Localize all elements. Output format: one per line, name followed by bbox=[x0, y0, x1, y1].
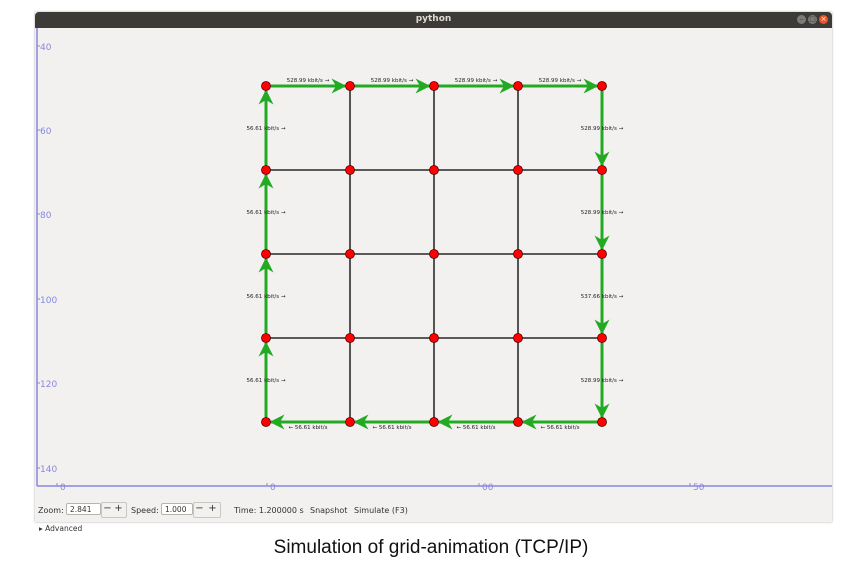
node-circle bbox=[261, 417, 271, 427]
close-button[interactable]: × bbox=[819, 15, 828, 24]
node-circle bbox=[513, 417, 523, 427]
y-tick-label: 40 bbox=[40, 43, 52, 53]
simulation-canvas[interactable]: 40 60 80 100 120 140 0 0 00 50 528.99 kbit/s → 528… bbox=[35, 28, 832, 500]
node-circle bbox=[597, 249, 607, 259]
y-tick-label: 80 bbox=[40, 211, 52, 221]
right-flow-label: 528.99 kbit/s → bbox=[581, 210, 624, 216]
node-circle bbox=[345, 249, 355, 259]
node-circle bbox=[429, 165, 439, 175]
speed-input[interactable]: 1.000 bbox=[161, 503, 193, 515]
top-flow-label: 528.99 kbit/s → bbox=[455, 78, 498, 84]
bottom-flow-label: ← 56.61 kbit/s bbox=[541, 425, 580, 431]
right-flow-label: 528.99 kbit/s → bbox=[581, 378, 624, 384]
flows bbox=[258, 78, 610, 430]
speed-decrease-button[interactable]: − bbox=[195, 503, 204, 514]
top-flow-label: 528.99 kbit/s → bbox=[371, 78, 414, 84]
node-circle bbox=[513, 165, 523, 175]
y-tick-label: 140 bbox=[40, 465, 57, 475]
title-bar: python – □ × bbox=[35, 12, 832, 28]
zoom-increase-button[interactable]: + bbox=[114, 503, 123, 514]
node-circle bbox=[429, 249, 439, 259]
speed-increase-button[interactable]: + bbox=[208, 503, 217, 514]
right-flow-label: 528.99 kbit/s → bbox=[581, 126, 624, 132]
app-window: python – □ × 40 60 80 100 120 140 0 0 00 50 528.9… bbox=[35, 12, 832, 533]
left-flow-label: 56.61 kbit/s → bbox=[247, 378, 286, 384]
advanced-expander[interactable]: ▸ Advanced bbox=[39, 524, 82, 533]
node-circle bbox=[513, 249, 523, 259]
x-tick-label: 50 bbox=[693, 483, 705, 493]
node-circle bbox=[345, 417, 355, 427]
left-flow-label: 56.61 kbit/s → bbox=[247, 210, 286, 216]
y-tick-label: 100 bbox=[40, 296, 57, 306]
minimize-button[interactable]: – bbox=[797, 15, 806, 24]
flow-labels: 528.99 kbit/s → 528.99 kbit/s → 528.99 kbi… bbox=[247, 78, 624, 431]
left-flow-label: 56.61 kbit/s → bbox=[247, 126, 286, 132]
node-circle bbox=[429, 333, 439, 343]
bottom-flow-label: ← 56.61 kbit/s bbox=[457, 425, 496, 431]
node-circle bbox=[261, 81, 271, 91]
speed-stepper bbox=[193, 502, 221, 518]
top-flow-label: 528.99 kbit/s → bbox=[287, 78, 330, 84]
x-tick-label: 0 bbox=[60, 483, 66, 493]
figure-caption: Simulation of grid-animation (TCP/IP) bbox=[273, 537, 589, 558]
node-circle bbox=[261, 249, 271, 259]
y-tick-label: 60 bbox=[40, 127, 52, 137]
speed-label: Speed: bbox=[131, 506, 159, 515]
bottom-flow-label: ← 56.61 kbit/s bbox=[373, 425, 412, 431]
maximize-button[interactable]: □ bbox=[808, 15, 817, 24]
snapshot-button[interactable]: Snapshot bbox=[310, 506, 348, 515]
node-circle bbox=[261, 165, 271, 175]
zoom-decrease-button[interactable]: − bbox=[103, 503, 112, 514]
bottom-flow-label: ← 56.61 kbit/s bbox=[289, 425, 328, 431]
top-flow-label: 528.99 kbit/s → bbox=[539, 78, 582, 84]
expander-arrow-icon: ▸ bbox=[39, 524, 43, 533]
x-tick-label: 0 bbox=[270, 483, 276, 493]
node-circle bbox=[597, 165, 607, 175]
left-flow-label: 56.61 kbit/s → bbox=[247, 294, 286, 300]
zoom-stepper bbox=[101, 502, 127, 518]
node-circle bbox=[429, 81, 439, 91]
node-circle bbox=[597, 81, 607, 91]
right-flow-label: 537.66 kbit/s → bbox=[581, 294, 624, 300]
node-circle bbox=[597, 333, 607, 343]
zoom-input[interactable]: 2.841 bbox=[66, 503, 101, 515]
simulate-button[interactable]: Simulate (F3) bbox=[354, 506, 408, 515]
advanced-label: Advanced bbox=[45, 524, 83, 533]
node-circle bbox=[513, 81, 523, 91]
zoom-label: Zoom: bbox=[38, 506, 64, 515]
x-tick-label: 00 bbox=[482, 483, 494, 493]
node-circle bbox=[429, 417, 439, 427]
window-title: python bbox=[415, 14, 452, 24]
nodes bbox=[261, 81, 607, 427]
node-circle bbox=[345, 165, 355, 175]
node-circle bbox=[345, 81, 355, 91]
y-tick-label: 120 bbox=[40, 380, 57, 390]
control-bar: Zoom: 2.841 − + Speed: 1.000 − + Time: 1… bbox=[35, 500, 832, 522]
node-circle bbox=[513, 333, 523, 343]
node-circle bbox=[261, 333, 271, 343]
time-readout: Time: 1.200000 s bbox=[234, 506, 304, 515]
node-circle bbox=[345, 333, 355, 343]
node-circle bbox=[597, 417, 607, 427]
